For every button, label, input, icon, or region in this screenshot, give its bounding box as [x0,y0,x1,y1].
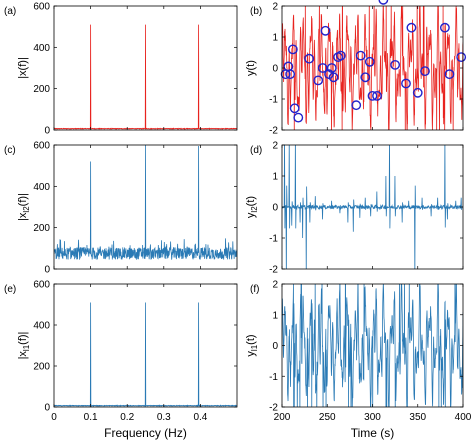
x-tick-label: 0.2 [120,412,134,423]
y-tick-label: 2 [272,280,278,291]
plot-area [54,302,237,407]
axes-frame [53,144,238,270]
x-tick-label: 0.3 [157,412,171,423]
y-tick-label: -2 [269,265,278,276]
plot-area [282,284,463,407]
y-axis-label: |xl1(f)| [17,332,31,360]
sample-marker [378,0,389,5]
panel-d: -2 -1 0 1 2 yl2(t) (d) [245,141,464,276]
y-tick-label: 600 [33,2,50,13]
y-tick-label: 0 [44,126,50,137]
sample-marker [287,44,298,55]
y-tick-label: -1 [269,372,278,383]
y-tick-label: 400 [33,182,50,193]
series-line [282,6,463,130]
plot-area [282,145,463,269]
sample-marker [390,60,401,70]
y-axis-label: y(t) [245,60,257,76]
sample-marker [360,72,371,83]
y-tick-label: -1 [269,234,278,245]
y-tick-label: 1 [272,310,278,321]
y-tick-label: 2 [272,141,278,152]
plot-area [282,6,463,130]
y-axis-label: |x(f)| [17,57,29,79]
y-tick-label: 600 [33,280,50,291]
sample-marker [285,69,296,80]
y-tick-label: 200 [33,223,50,234]
x-tick-label: 400 [455,412,472,423]
axes-frame [53,283,238,408]
sample-marker [293,112,304,123]
plot-area [54,145,237,260]
panel-f: 200 250 300 350 400 -2 -1 0 1 2 yl1(t) Time (s) (f) [245,280,472,441]
sample-marker [412,87,423,98]
panel-e: 0 0.1 0.2 0.3 0.4 0 200 400 600 |xl1(f)| Frequency… [4,280,238,440]
series-line [282,284,463,407]
x-tick-label: 0 [51,412,57,423]
y-axis-label: |xl2(f)| [17,193,31,221]
sample-marker [444,69,455,80]
sample-marker [456,52,467,63]
sample-marker [364,56,375,67]
x-tick-label: 200 [274,412,291,423]
y-tick-label: 600 [33,141,50,152]
y-tick-label: 0 [272,341,278,352]
y-tick-label: 0 [272,203,278,214]
y-tick-label: 1 [272,172,278,183]
x-axis-label: Frequency (Hz) [104,426,187,440]
y-tick-label: 400 [33,43,50,54]
y-tick-label: 200 [33,362,50,373]
panel-label: (f) [250,284,259,295]
sample-marker [326,63,337,73]
sample-marker [289,103,300,114]
y-tick-label: 1 [272,33,278,44]
panel-label: (d) [250,145,262,156]
panel-c: 0 200 400 600 |xl2(f)| (c) [4,141,238,276]
y-tick-label: 2 [272,2,278,13]
y-tick-label: 400 [33,321,50,332]
panel-label: (e) [4,284,16,295]
sample-marker [439,22,450,33]
sample-marker [367,91,378,101]
x-axis-label: Time (s) [351,426,395,440]
series-line [282,145,463,269]
x-tick-label: 0.4 [193,412,207,423]
y-tick-label: 0 [44,403,50,414]
panel-b: -2 -1 0 1 2 y(t) (b) [245,0,467,137]
y-tick-label: 0 [44,265,50,276]
sample-marker [335,50,346,61]
y-tick-label: -1 [269,95,278,106]
sample-marker [351,100,362,111]
sample-marker [401,78,411,89]
sample-marker [355,50,366,61]
sample-marker [406,22,417,33]
sample-marker [320,25,331,36]
x-tick-label: 0.1 [84,412,98,423]
x-tick-label: 250 [319,412,336,423]
plot-area [54,24,237,130]
series-line [54,302,237,407]
axes-frame [53,5,238,131]
y-tick-label: -2 [269,126,278,137]
sample-marker [420,66,430,77]
sample-marker [372,91,382,101]
series-line [54,24,237,130]
panel-label: (b) [250,6,262,17]
x-tick-label: 300 [364,412,381,423]
panel-label: (c) [4,145,16,156]
sample-marker [313,75,324,86]
y-tick-label: -2 [269,403,278,414]
series-line [54,145,237,260]
panel-a: 0 200 400 600 |x(f)| (a) [4,2,238,137]
y-tick-label: 200 [33,84,50,95]
x-tick-label: 350 [409,412,426,423]
panel-label: (a) [4,6,16,17]
sample-marker [328,72,339,83]
y-tick-label: 0 [272,64,278,75]
y-axis-label: yl1(t) [245,334,259,356]
sample-marker [304,53,315,64]
y-axis-label: yl2(t) [245,196,259,218]
